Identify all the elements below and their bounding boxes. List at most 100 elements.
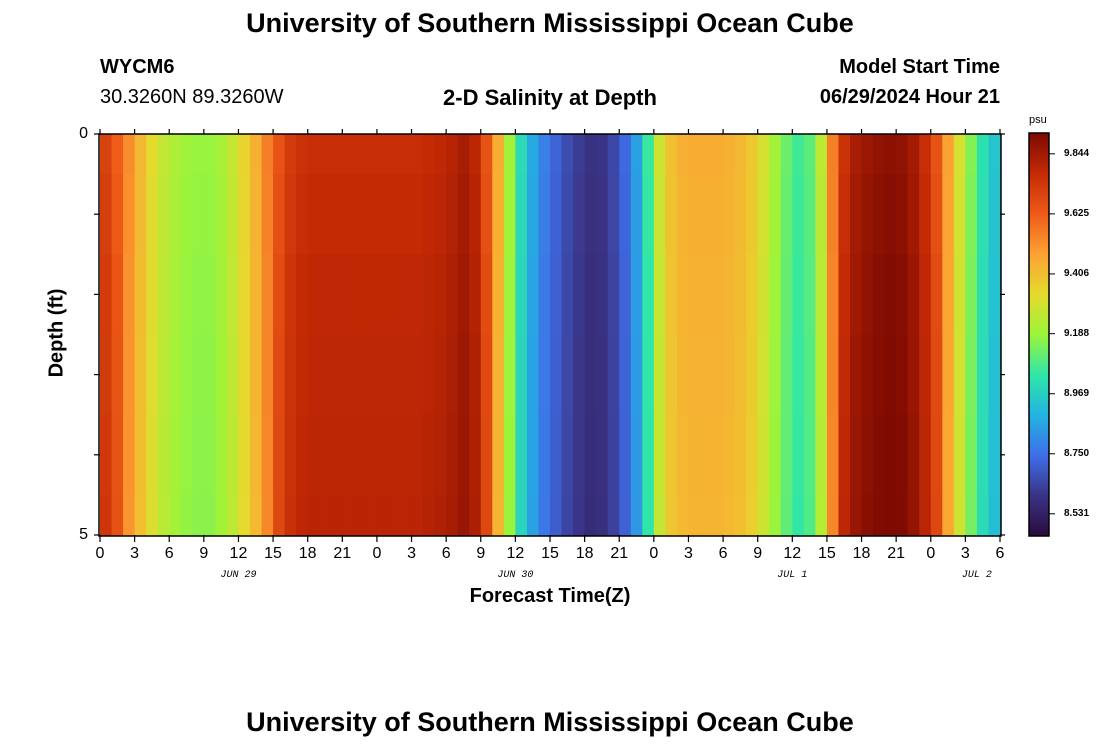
heatmap-cell	[250, 134, 263, 175]
heatmap-cell	[238, 254, 251, 336]
heatmap-cell	[538, 254, 551, 336]
heatmap-cell	[365, 174, 378, 255]
x-tick-label: 9	[199, 545, 209, 562]
heatmap-cell	[734, 134, 747, 175]
heatmap-cell	[492, 174, 505, 255]
heatmap-cell	[619, 134, 632, 175]
x-tick-label: 0	[372, 545, 382, 562]
heatmap-cell	[434, 334, 447, 416]
heatmap-cell	[930, 334, 943, 416]
heatmap-cell	[376, 134, 390, 175]
heatmap-cell	[700, 174, 713, 255]
heatmap-cell	[388, 494, 401, 536]
heatmap-cell	[365, 334, 378, 416]
heatmap-cell	[469, 334, 482, 416]
heatmap-cell	[226, 414, 240, 496]
heatmap-cell	[815, 494, 828, 536]
heatmap-cell	[273, 494, 286, 536]
heatmap-cell	[596, 334, 609, 416]
heatmap-cell	[157, 414, 170, 496]
heatmap-cell	[815, 254, 828, 336]
heatmap-cell	[376, 494, 390, 536]
heatmap-cell	[953, 134, 966, 175]
heatmap-cell	[953, 494, 966, 536]
x-tick-label: 18	[298, 545, 317, 562]
heatmap-cell	[319, 174, 332, 255]
heatmap-cell	[965, 414, 978, 496]
heatmap-cell	[284, 334, 297, 416]
heatmap-cell	[619, 414, 632, 496]
heatmap-cell	[757, 494, 770, 536]
heatmap-cell	[988, 174, 1001, 255]
heatmap-cell	[100, 254, 113, 336]
x-tick-label: 21	[610, 545, 629, 562]
heatmap-cell	[469, 254, 482, 336]
heatmap-cell	[769, 334, 782, 416]
heatmap-cell	[942, 334, 955, 416]
heatmap-cell	[446, 334, 459, 416]
heatmap-cell	[123, 414, 136, 496]
heatmap-cell	[976, 414, 990, 496]
heatmap-cell	[226, 174, 240, 255]
heatmap-cell	[884, 494, 897, 536]
heatmap-cell	[146, 134, 159, 175]
heatmap-cell	[711, 494, 724, 536]
heatmap-cell	[215, 254, 228, 336]
heatmap-cell	[780, 134, 793, 175]
heatmap-cell	[469, 134, 482, 175]
heatmap-cell	[607, 414, 620, 496]
heatmap-cell	[273, 414, 286, 496]
heatmap-cell	[792, 414, 805, 496]
heatmap-cell	[884, 254, 897, 336]
heatmap-cell	[492, 494, 505, 536]
heatmap-cell	[665, 134, 678, 175]
heatmap-cell	[134, 494, 147, 536]
heatmap-cell	[861, 334, 874, 416]
heatmap-cell	[296, 254, 309, 336]
heatmap-cell	[273, 334, 286, 416]
heatmap-cell	[573, 414, 586, 496]
heatmap-cell	[561, 334, 574, 416]
heatmap-cell	[619, 174, 632, 255]
heatmap-cell	[446, 494, 459, 536]
model-start-time: 06/29/2024 Hour 21	[819, 86, 1000, 108]
x-tick-label: 9	[753, 545, 763, 562]
heatmap-cell	[192, 494, 205, 536]
heatmap-cell	[192, 414, 205, 496]
heatmap-cell	[873, 134, 886, 175]
heatmap-cell	[480, 254, 493, 336]
heatmap-cell	[538, 174, 551, 255]
heatmap-cell	[965, 254, 978, 336]
heatmap-cell	[826, 414, 840, 496]
heatmap-cell	[123, 334, 136, 416]
heatmap-cell	[469, 174, 482, 255]
heatmap-cell	[688, 254, 701, 336]
colorbar-tick-label: 9.188	[1064, 327, 1090, 339]
heatmap-cell	[653, 414, 666, 496]
heatmap-cell	[307, 334, 320, 416]
day-label: JUN 29	[220, 570, 257, 581]
heatmap-cell	[226, 494, 240, 536]
heatmap-cell	[538, 494, 551, 536]
heatmap-cell	[942, 254, 955, 336]
heatmap-cell	[423, 414, 436, 496]
heatmap-cell	[388, 334, 401, 416]
heatmap-cell	[757, 414, 770, 496]
heatmap-cell	[780, 254, 793, 336]
heatmap-cell	[861, 494, 874, 536]
heatmap-cell	[596, 134, 609, 175]
heatmap-cell	[723, 254, 736, 336]
heatmap-cell	[976, 134, 990, 175]
heatmap-cell	[803, 134, 816, 175]
heatmap-cell	[815, 414, 828, 496]
heatmap-cell	[319, 414, 332, 496]
heatmap-cell	[700, 134, 713, 175]
heatmap-cell	[457, 174, 470, 255]
heatmap-cell	[411, 494, 424, 536]
heatmap-cell	[953, 414, 966, 496]
heatmap-cell	[353, 494, 366, 536]
heatmap-cell	[111, 414, 124, 496]
heatmap-cell	[134, 254, 147, 336]
heatmap-cell	[723, 334, 736, 416]
heatmap-cell	[769, 414, 782, 496]
